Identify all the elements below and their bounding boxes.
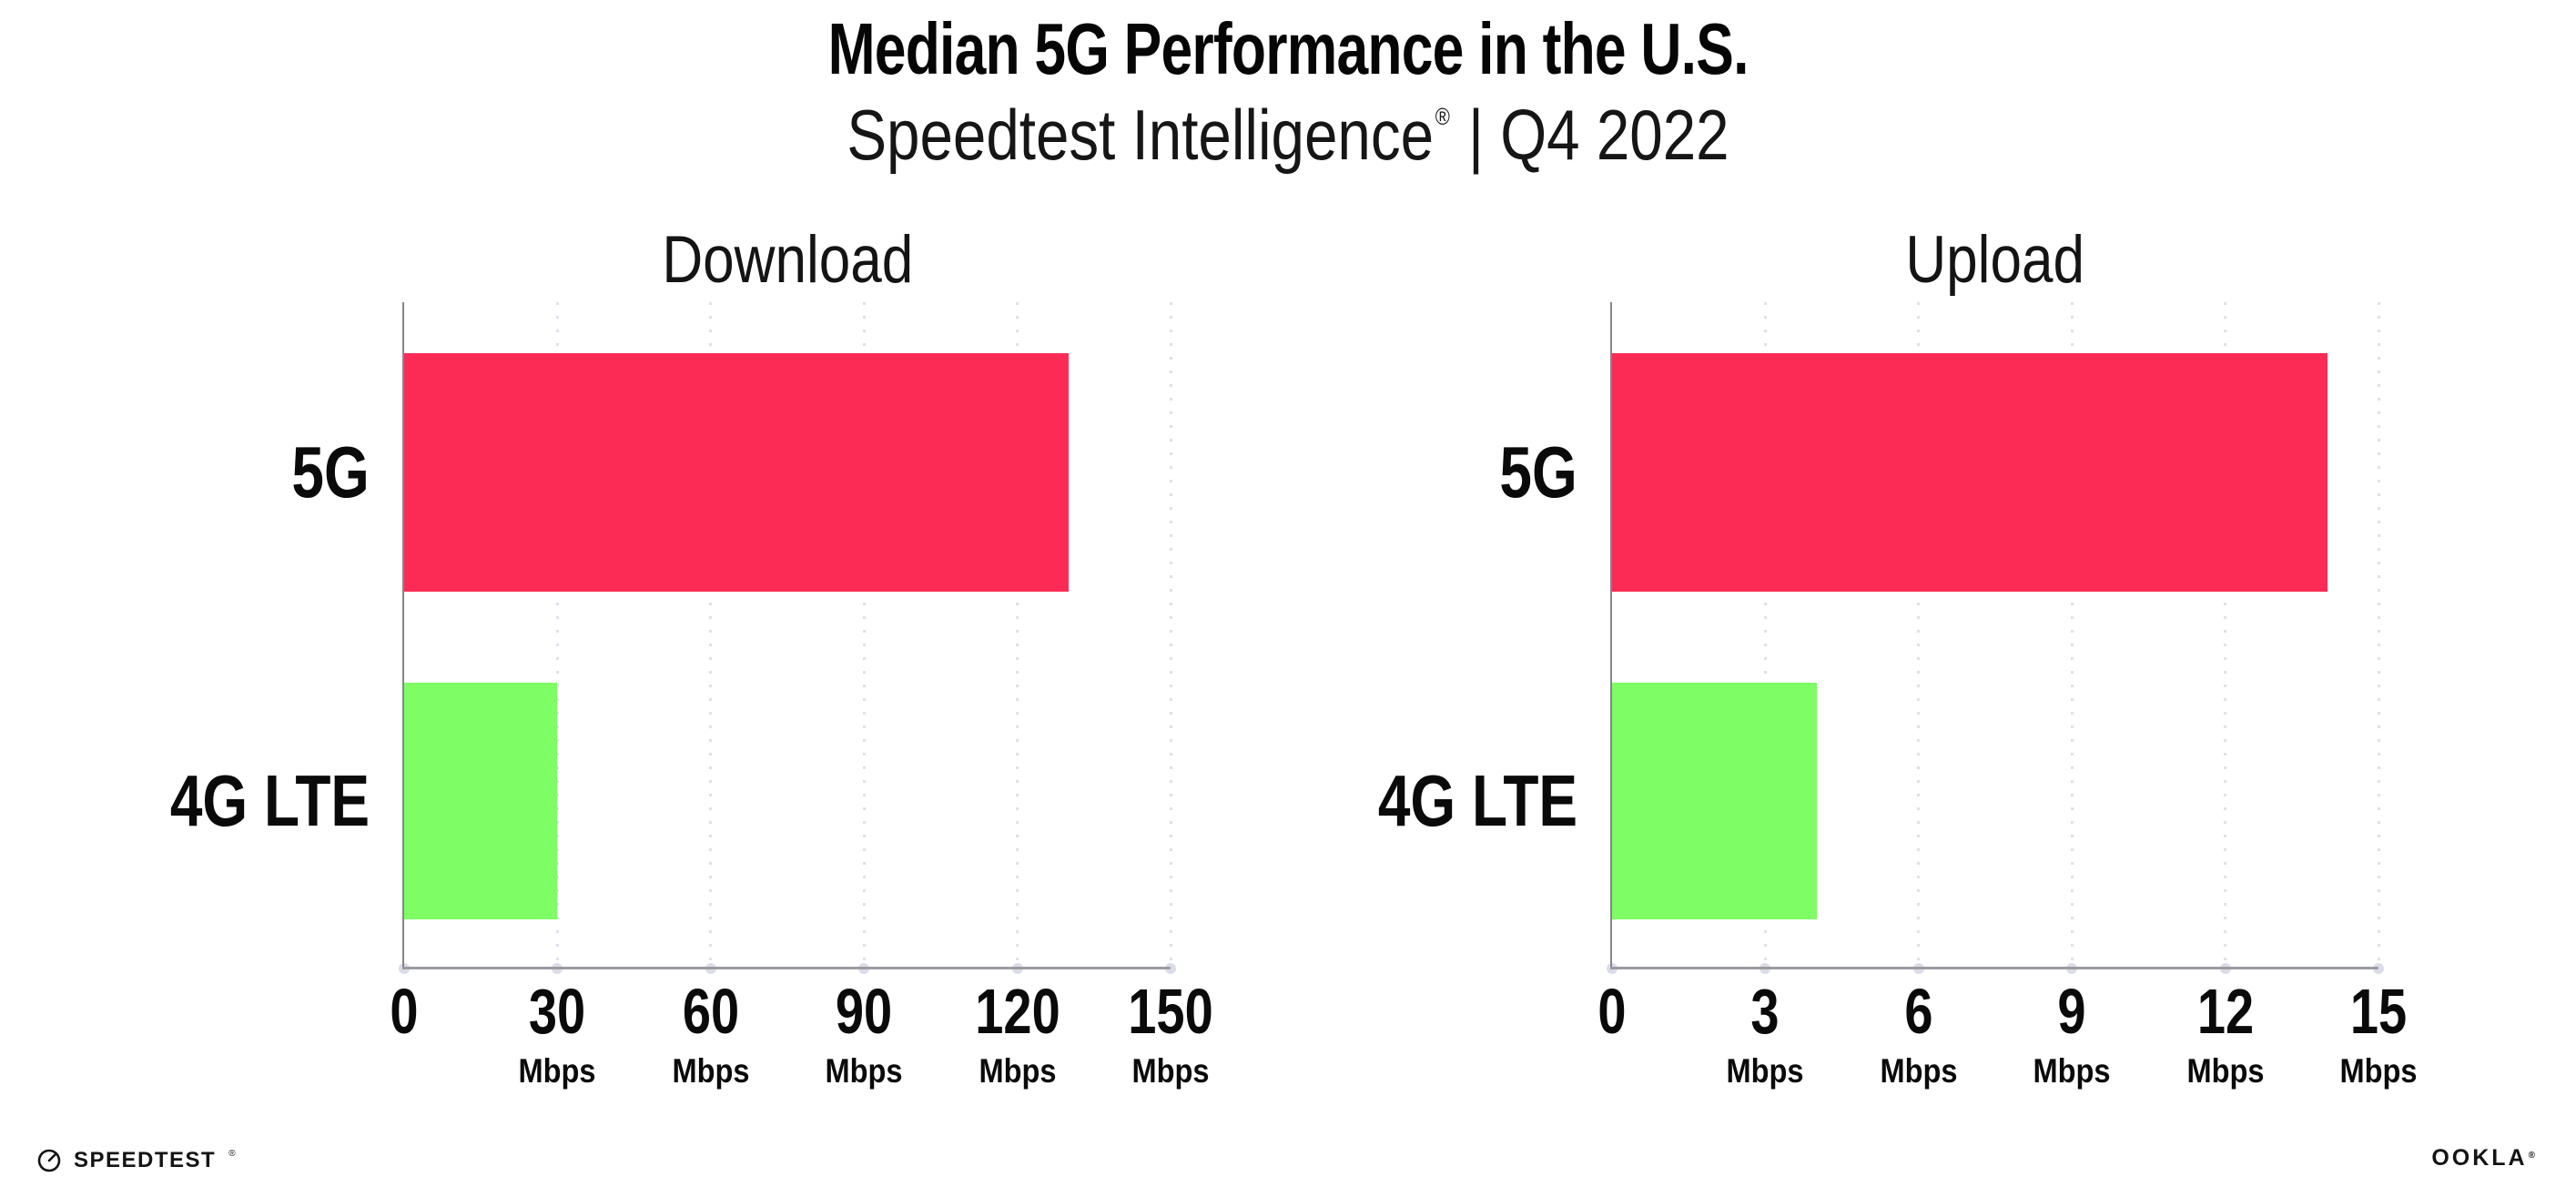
category-label-text: 5G <box>291 431 370 512</box>
x-tick-30: 30 Mbps <box>513 979 602 1088</box>
x-tick-unit: Mbps <box>1131 1052 1210 1090</box>
x-tick-120: 120 Mbps <box>964 979 1070 1088</box>
gridline-90-mbps <box>862 302 866 967</box>
ookla-registered-mark: ® <box>2528 1151 2538 1161</box>
download-chart-title: Download <box>662 223 913 297</box>
x-tick-value: 90 <box>836 976 893 1047</box>
x-tick-0: 0 <box>387 979 422 1043</box>
upload-plot-area <box>1607 302 2384 974</box>
x-tick-value: 0 <box>390 976 419 1047</box>
registered-trademark-mark: ® <box>1435 103 1450 131</box>
x-tick-value: 3 <box>1750 976 1780 1047</box>
x-tick-unit: Mbps <box>2033 1052 2111 1090</box>
upload-y-axis-line <box>1610 302 1612 969</box>
ookla-wordmark: OOKLA <box>2431 1145 2528 1171</box>
speedtest-registered-mark: ® <box>228 1148 236 1159</box>
bar-5g <box>404 353 1069 592</box>
speedtest-wordmark: SPEEDTEST <box>74 1148 217 1172</box>
x-tick-3: 3 Mbps <box>1721 979 1810 1088</box>
category-label-text: 5G <box>1499 431 1577 512</box>
gridline-15-mbps <box>2377 302 2380 967</box>
bar-4g-lte <box>1612 683 1817 919</box>
upload-x-axis-line <box>1610 967 2378 969</box>
subtitle: Speedtest Intelligence® | Q4 2022 <box>0 96 2576 175</box>
axis-tick-dot-150 <box>1165 963 1176 974</box>
upload-category-labels: 5G 4G LTE <box>1281 302 1577 967</box>
speedtest-gauge-icon <box>37 1149 61 1172</box>
gridline-12-mbps <box>2224 302 2227 967</box>
download-plot-area <box>399 302 1176 974</box>
download-x-axis-line <box>402 967 1171 969</box>
x-tick-unit: Mbps <box>1880 1052 1958 1090</box>
x-tick-unit: Mbps <box>979 1052 1057 1090</box>
upload-chart: Upload 5G 4G LTE 0 3 Mbps 6 Mbps 9 Mbps 12 Mbps 15… <box>1281 218 2418 1156</box>
x-tick-value: 12 <box>2196 976 2254 1047</box>
x-tick-90: 90 Mbps <box>820 979 908 1088</box>
x-tick-value: 0 <box>1597 976 1627 1047</box>
category-label-text: 4G LTE <box>1377 760 1577 841</box>
category-label-5g: 5G <box>1480 436 1577 509</box>
x-tick-60: 60 Mbps <box>666 979 755 1088</box>
x-tick-value: 150 <box>1128 976 1213 1047</box>
x-tick-12: 12 Mbps <box>2181 979 2269 1088</box>
x-tick-unit: Mbps <box>1726 1052 1804 1090</box>
x-tick-15: 15 Mbps <box>2335 979 2423 1088</box>
x-tick-9: 9 Mbps <box>2028 979 2116 1088</box>
x-tick-6: 6 Mbps <box>1874 979 1962 1088</box>
x-tick-value: 6 <box>1904 976 1933 1047</box>
gridline-6-mbps <box>1917 302 1921 967</box>
download-y-axis-line <box>402 302 404 969</box>
gridline-3-mbps <box>1763 302 1767 967</box>
axis-tick-dot-15 <box>2373 963 2384 974</box>
download-chart: Download 5G 4G LTE 0 30 Mbps 60 Mbps 90 Mbps 120… <box>73 218 1213 1156</box>
download-x-tick-labels: 0 30 Mbps 60 Mbps 90 Mbps 120 Mbps 150 Mbps <box>390 979 1212 1134</box>
x-tick-0: 0 <box>1595 979 1630 1043</box>
category-label-5g: 5G <box>272 436 370 509</box>
x-tick-unit: Mbps <box>2186 1052 2265 1090</box>
category-label-4g-lte: 4G LTE <box>120 765 370 837</box>
gridline-120-mbps <box>1016 302 1019 967</box>
x-tick-unit: Mbps <box>672 1052 750 1090</box>
ookla-logo: OOKLA® <box>2431 1147 2538 1170</box>
subtitle-period: | Q4 2022 <box>1468 95 1729 175</box>
gridline-9-mbps <box>2070 302 2074 967</box>
bar-4g-lte <box>404 683 558 919</box>
speedtest-logo: SPEEDTEST ® <box>36 1148 236 1173</box>
bar-5g <box>1612 353 2328 592</box>
upload-chart-title: Upload <box>1905 223 2085 297</box>
upload-x-tick-labels: 0 3 Mbps 6 Mbps 9 Mbps 12 Mbps 15 Mbps <box>1597 979 2417 1134</box>
x-tick-value: 9 <box>2057 976 2086 1047</box>
gridline-60-mbps <box>709 302 713 967</box>
main-title: Median 5G Performance in the U.S. <box>0 9 2576 89</box>
gridline-150-mbps <box>1169 302 1172 967</box>
main-title-text: Median 5G Performance in the U.S. <box>827 8 1749 89</box>
x-tick-unit: Mbps <box>518 1052 596 1090</box>
subtitle-brand: Speedtest Intelligence <box>847 95 1435 175</box>
download-category-labels: 5G 4G LTE <box>73 302 370 967</box>
x-tick-value: 60 <box>682 976 739 1047</box>
category-label-text: 4G LTE <box>169 760 370 841</box>
x-tick-value: 120 <box>974 976 1060 1047</box>
x-tick-value: 15 <box>2349 976 2408 1047</box>
category-label-4g-lte: 4G LTE <box>1328 765 1577 837</box>
x-tick-unit: Mbps <box>825 1052 903 1090</box>
gridline-30-mbps <box>555 302 559 967</box>
x-tick-value: 30 <box>529 976 586 1047</box>
x-tick-150: 150 Mbps <box>1118 979 1224 1088</box>
x-tick-unit: Mbps <box>2339 1052 2418 1090</box>
